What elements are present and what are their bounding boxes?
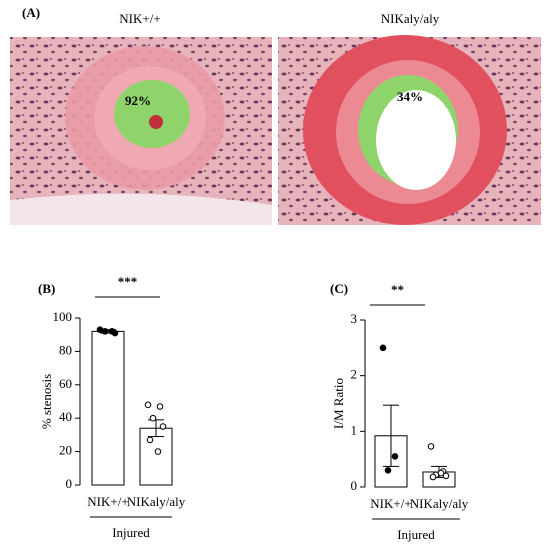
x-tick-label: NIKaly/aly: [127, 494, 186, 509]
data-point: [391, 453, 399, 460]
y-tick-label: 1: [351, 422, 358, 437]
x-tick-label: NIK+/+: [87, 494, 128, 509]
data-point: [429, 473, 437, 481]
data-point: [144, 401, 152, 409]
bar: [139, 427, 173, 486]
y-axis-label: I/M Ratio: [331, 378, 346, 429]
image-title: NIK+/+: [119, 11, 160, 26]
x-tick-label: NIKaly/aly: [410, 496, 469, 511]
y-tick-label: 40: [59, 409, 72, 424]
overlay-label: 92%: [125, 93, 151, 108]
y-tick-label: 0: [66, 476, 73, 491]
image-title: NIKaly/aly: [381, 11, 440, 26]
data-point: [427, 443, 435, 450]
bar: [91, 330, 125, 486]
y-axis-label: % stenosis: [39, 374, 54, 429]
data-point: [437, 469, 445, 477]
data-point: [159, 423, 167, 430]
panel-label: (A): [22, 5, 40, 20]
group-label: Injured: [397, 527, 435, 542]
micrograph: 92%: [10, 37, 272, 225]
data-point: [146, 436, 154, 444]
group-label: Injured: [112, 525, 150, 540]
panel-label: (C): [330, 281, 348, 296]
significance-label: **: [391, 282, 404, 297]
x-tick-label: NIK+/+: [370, 496, 411, 511]
y-tick-label: 20: [59, 443, 72, 458]
data-point: [101, 328, 109, 335]
y-tick-label: 2: [351, 367, 358, 382]
data-point: [379, 344, 387, 352]
data-point: [111, 329, 119, 337]
data-point: [442, 472, 450, 480]
data-point: [149, 414, 157, 422]
panel-label: (B): [38, 281, 55, 296]
y-tick-label: 100: [53, 309, 73, 324]
overlay-label: 34%: [397, 89, 423, 104]
data-point: [384, 467, 392, 474]
y-tick-label: 60: [59, 376, 72, 391]
significance-label: ***: [118, 274, 138, 289]
y-tick-label: 80: [59, 342, 72, 357]
data-point: [154, 448, 162, 455]
y-tick-label: 3: [351, 311, 358, 326]
y-tick-label: 0: [351, 478, 358, 493]
micrograph: 34%: [278, 35, 541, 225]
data-point: [156, 403, 164, 410]
